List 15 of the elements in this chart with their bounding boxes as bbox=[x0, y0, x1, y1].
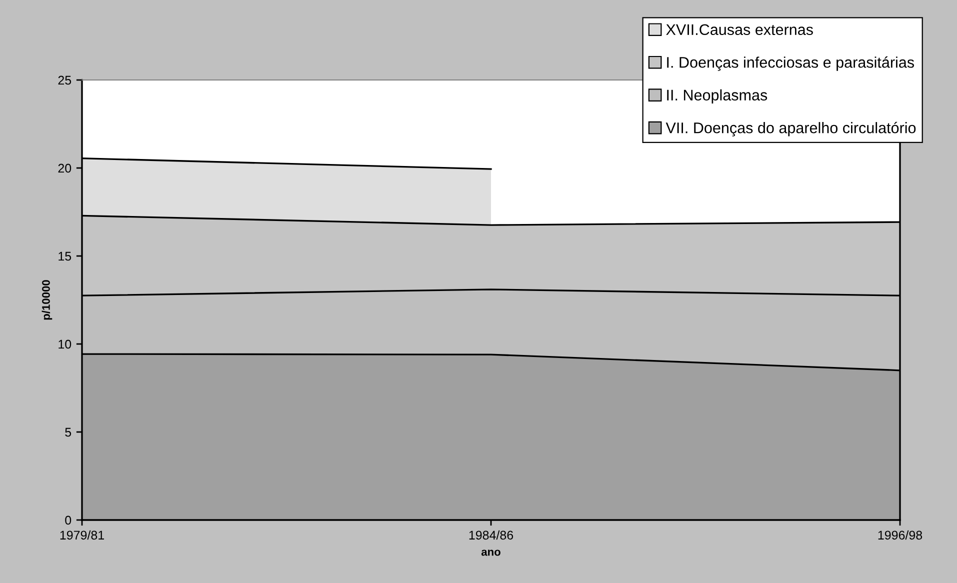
legend-label: II. Neoplasmas bbox=[667, 89, 768, 104]
legend-label: VII. Doenças do aparelho circulatório bbox=[666, 122, 916, 136]
legend-label: I. Doenças infecciosas e parasitárias bbox=[667, 56, 914, 71]
y-tick-label: 25 bbox=[58, 76, 72, 85]
legend-label: XVII.Causas externas bbox=[666, 24, 813, 36]
y-tick-label: 15 bbox=[58, 252, 72, 261]
y-tick-label: 20 bbox=[58, 164, 72, 173]
x-tick-label: 1979/81 bbox=[60, 530, 104, 540]
y-tick-label: 0 bbox=[65, 516, 72, 525]
x-tick-label: 1996/98 bbox=[878, 530, 922, 540]
y-axis-title: p/10000 bbox=[42, 280, 52, 320]
y-tick-label: 5 bbox=[65, 428, 72, 437]
x-axis-title: ano bbox=[481, 550, 500, 556]
y-tick-label: 10 bbox=[58, 340, 72, 349]
x-tick-label: 1984/86 bbox=[469, 530, 514, 540]
